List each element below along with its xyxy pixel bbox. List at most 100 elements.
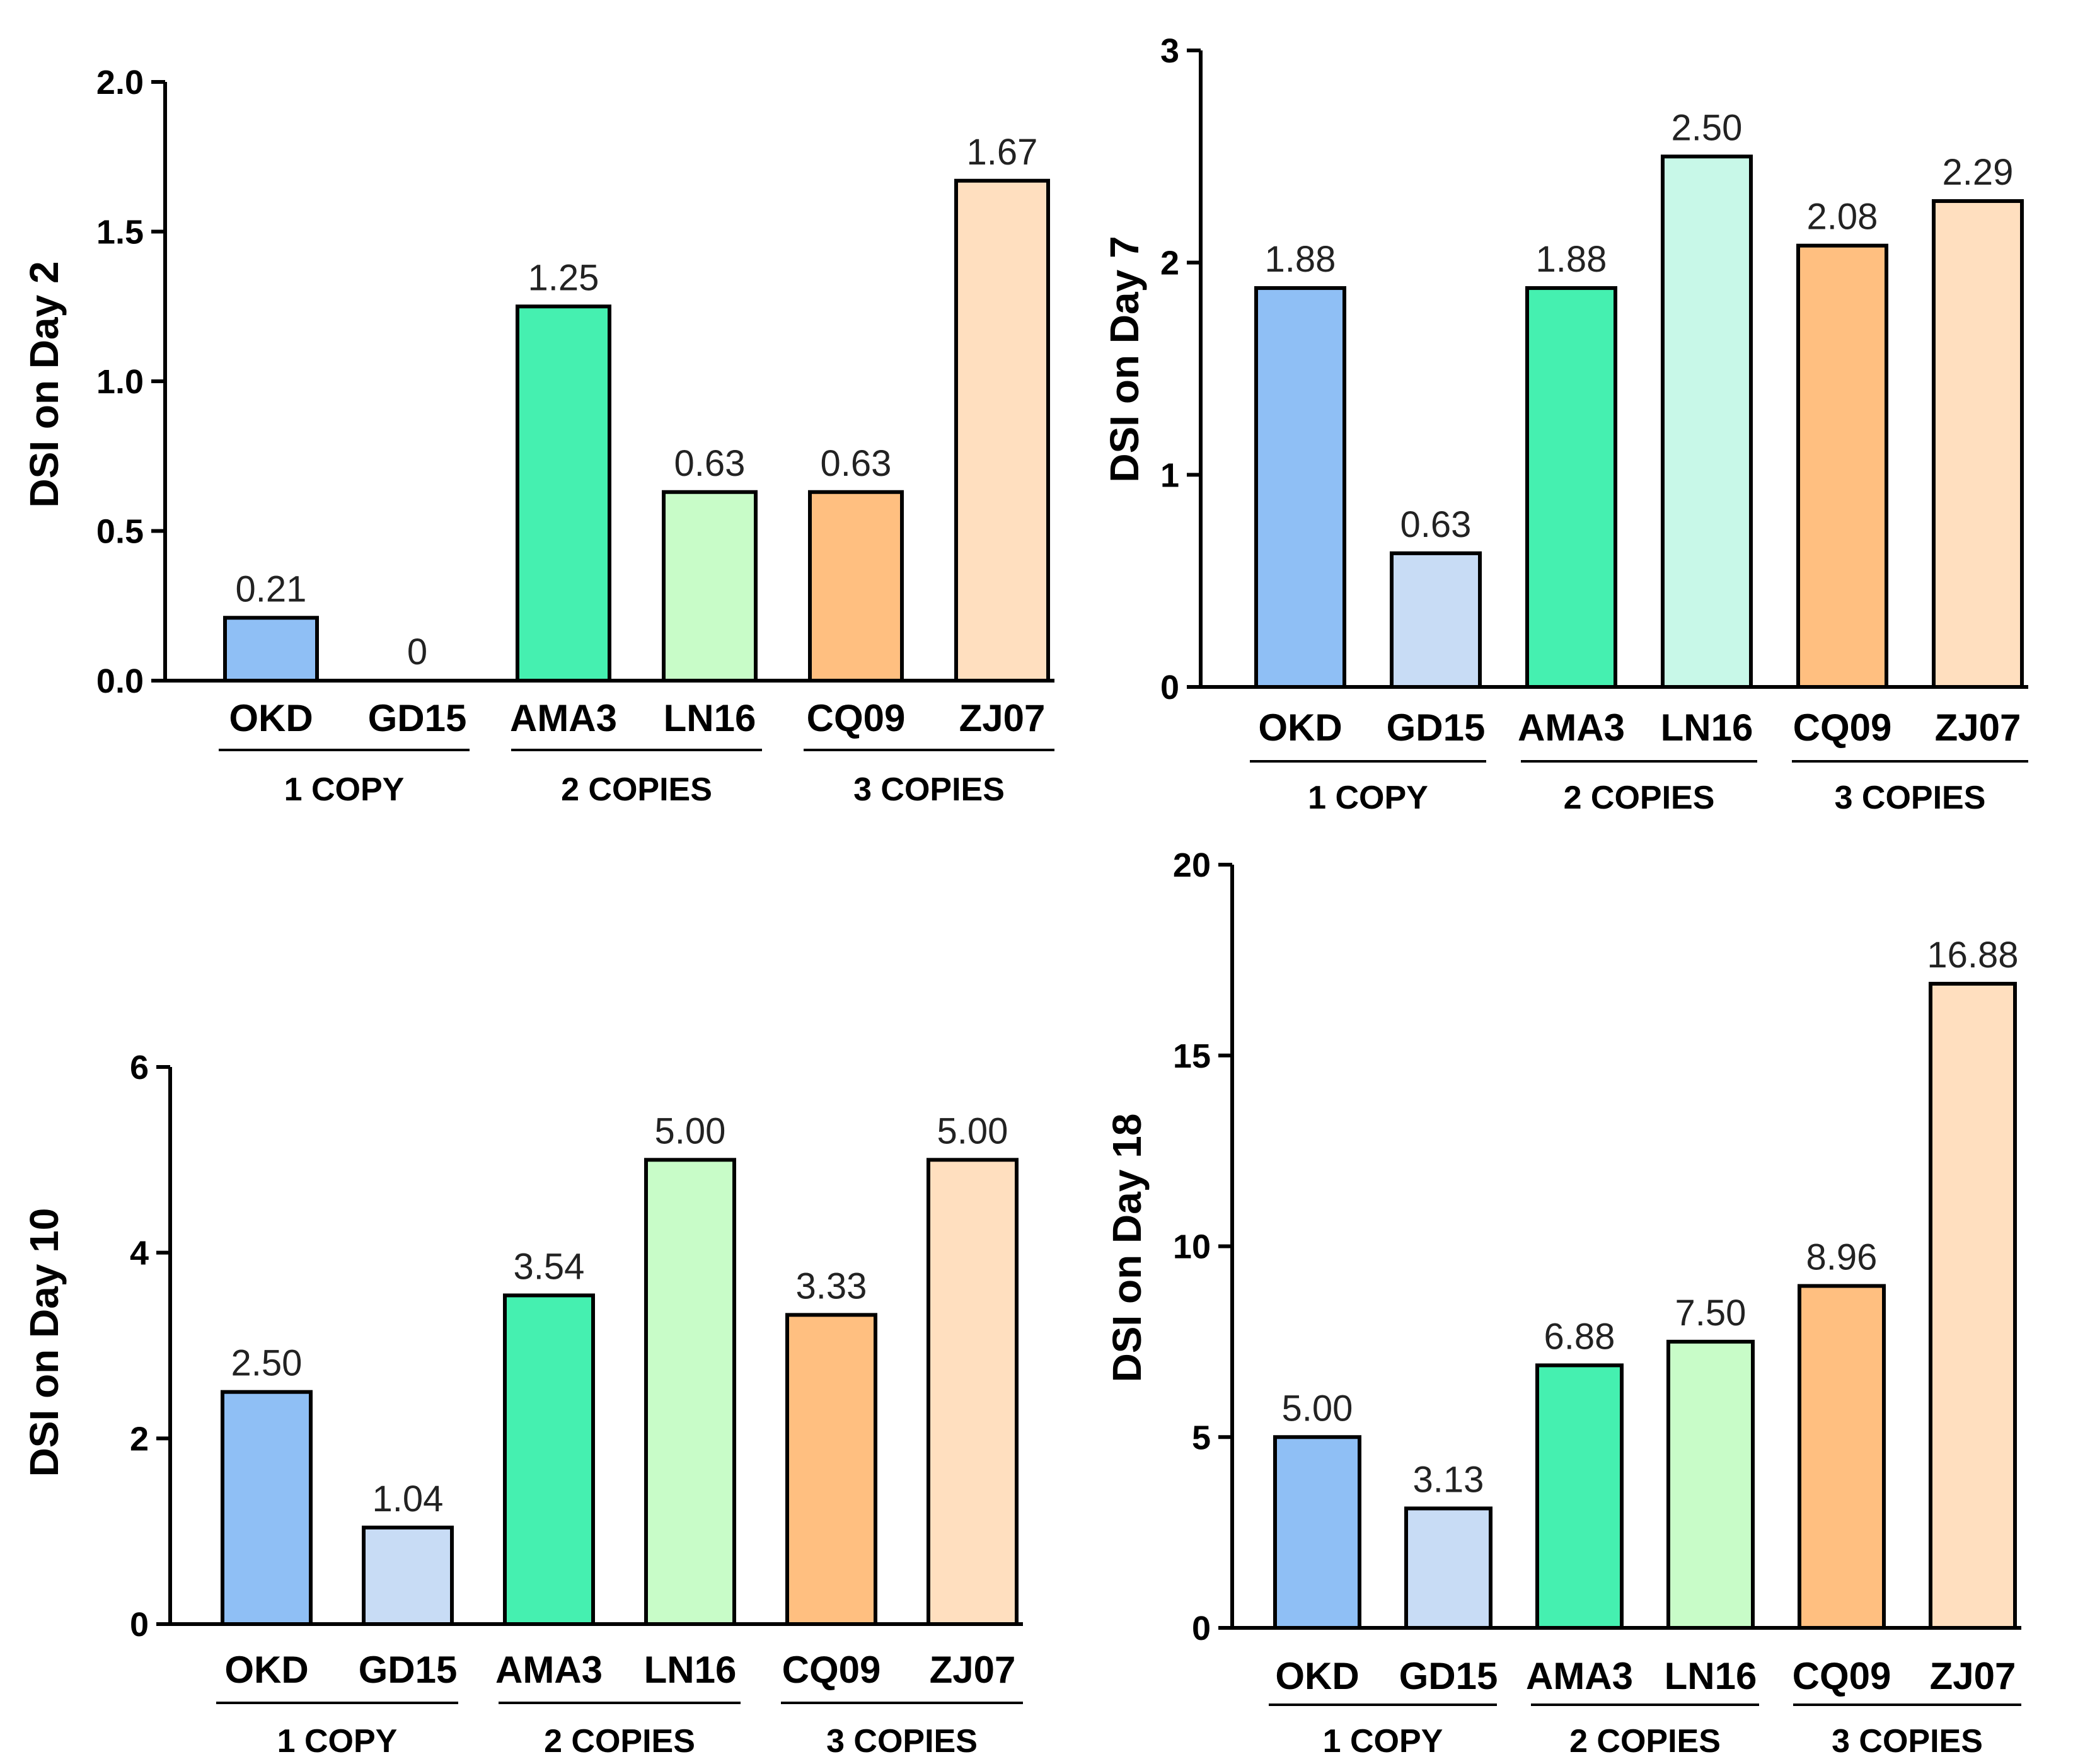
y-axis-label: DSI on Day 10 [21,1208,67,1477]
value-label-okd: 2.50 [231,1343,303,1384]
category-label-gd15: GD15 [1399,1655,1498,1697]
y-tick-label: 4 [130,1235,149,1272]
value-label-ama3: 1.25 [528,257,599,298]
bar-cq09 [1798,1284,1886,1630]
category-label-gd15: GD15 [359,1649,458,1691]
category-label-ln16: LN16 [664,697,756,739]
group-label: 3 COPIES [1832,1723,1983,1760]
value-label-ln16: 5.00 [655,1110,726,1151]
y-tick-label: 0.5 [96,513,144,551]
y-tick-label: 1.0 [96,363,144,401]
category-label-ln16: LN16 [1661,706,1753,749]
bar-ama3 [503,1293,595,1626]
y-tick-label: 0 [1192,1610,1211,1647]
value-label-gd15: 0 [407,631,427,672]
category-label-okd: OKD [1275,1655,1359,1697]
value-label-okd: 0.21 [236,568,307,609]
category-label-zj07: ZJ07 [1935,706,2021,749]
y-tick-label: 2 [1160,245,1179,282]
value-label-ln16: 0.63 [674,443,746,484]
value-label-zj07: 1.67 [967,132,1038,173]
y-tick-label: 0.0 [96,662,144,700]
group-label: 1 COPY [1308,780,1428,816]
category-label-gd15: GD15 [368,697,467,739]
value-label-gd15: 1.04 [372,1479,444,1519]
y-tick-label: 2 [130,1420,149,1458]
group-label: 1 COPY [277,1723,398,1760]
value-label-cq09: 2.08 [1807,197,1878,238]
value-label-zj07: 5.00 [937,1110,1008,1151]
bar-gd15 [1390,551,1482,689]
value-label-ama3: 3.54 [514,1246,585,1287]
value-label-zj07: 16.88 [1927,935,2018,976]
group-label: 3 COPIES [826,1723,978,1760]
bar-okd [1254,286,1346,689]
category-label-zj07: ZJ07 [959,697,1046,739]
y-tick-label: 1.5 [96,214,144,251]
value-label-gd15: 0.63 [1400,504,1472,545]
bar-cq09 [808,490,904,683]
category-label-okd: OKD [229,697,313,739]
group-label: 2 COPIES [1564,780,1715,816]
value-label-ln16: 7.50 [1675,1293,1746,1334]
y-tick-label: 6 [130,1049,149,1087]
y-tick-label: 20 [1173,846,1211,884]
bar-zj07 [927,1158,1019,1627]
category-label-cq09: CQ09 [1793,1655,1891,1697]
category-label-cq09: CQ09 [807,697,906,739]
bar-ln16 [1666,1339,1755,1630]
panel-day-7: DSI on Day 7 0 1 2 3 1.88 OKD 0.63 GD15 1.88 AMA3 2… [1102,32,2028,816]
value-label-cq09: 0.63 [821,443,892,484]
bar-ama3 [1525,286,1617,689]
group-label: 3 COPIES [853,771,1005,808]
bar-okd [1273,1435,1361,1630]
bar-ama3 [516,304,611,683]
y-axis-label: DSI on Day 18 [1104,1114,1150,1383]
value-label-ln16: 2.50 [1671,107,1743,148]
bar-okd [221,1390,313,1627]
category-label-cq09: CQ09 [1793,706,1892,749]
category-label-okd: OKD [1258,706,1342,749]
value-label-cq09: 8.96 [1806,1237,1878,1277]
category-label-okd: OKD [224,1649,308,1691]
category-label-ln16: LN16 [1665,1655,1757,1697]
y-axis-label: DSI on Day 7 [1102,236,1147,482]
group-label: 2 COPIES [544,1723,695,1760]
value-label-gd15: 3.13 [1413,1459,1484,1500]
bar-gd15 [1404,1506,1492,1630]
y-tick-label: 0 [1160,669,1179,706]
category-label-gd15: GD15 [1387,706,1486,749]
value-label-cq09: 3.33 [796,1265,867,1306]
group-label: 2 COPIES [561,771,712,808]
y-tick-label: 5 [1192,1419,1211,1456]
bar-ama3 [1535,1363,1624,1630]
value-label-ama3: 6.88 [1544,1316,1615,1357]
category-label-ama3: AMA3 [510,697,617,739]
bar-zj07 [954,178,1050,683]
y-tick-label: 0 [130,1606,149,1644]
category-label-cq09: CQ09 [782,1649,881,1691]
y-tick-label: 3 [1160,32,1179,70]
panel-day-10: DSI on Day 10 0 2 4 6 2.50 OKD 1.04 GD15 3.54 AMA3… [21,1049,1023,1760]
panel-day-2: DSI on Day 2 0.0 0.5 1.0 1.5 2.0 0.21 OKD 0 GD15 1… [21,64,1054,808]
bar-ln16 [662,490,758,683]
y-tick-label: 1 [1160,456,1179,494]
bar-cq09 [1796,243,1888,689]
bar-gd15 [362,1525,454,1627]
bar-ln16 [644,1158,736,1627]
category-label-ln16: LN16 [644,1649,737,1691]
category-label-ama3: AMA3 [1518,706,1625,749]
group-label: 2 COPIES [1569,1723,1721,1760]
y-tick-label: 15 [1173,1037,1211,1075]
bar-zj07 [1929,981,2017,1630]
value-label-okd: 5.00 [1282,1388,1353,1429]
group-label: 3 COPIES [1835,780,1986,816]
category-label-ama3: AMA3 [495,1649,603,1691]
bar-cq09 [785,1313,877,1626]
value-label-okd: 1.88 [1265,239,1336,280]
category-label-ama3: AMA3 [1526,1655,1633,1697]
y-tick-label: 2.0 [96,64,144,101]
y-axis-label: DSI on Day 2 [21,261,67,507]
category-label-zj07: ZJ07 [1930,1655,2016,1697]
